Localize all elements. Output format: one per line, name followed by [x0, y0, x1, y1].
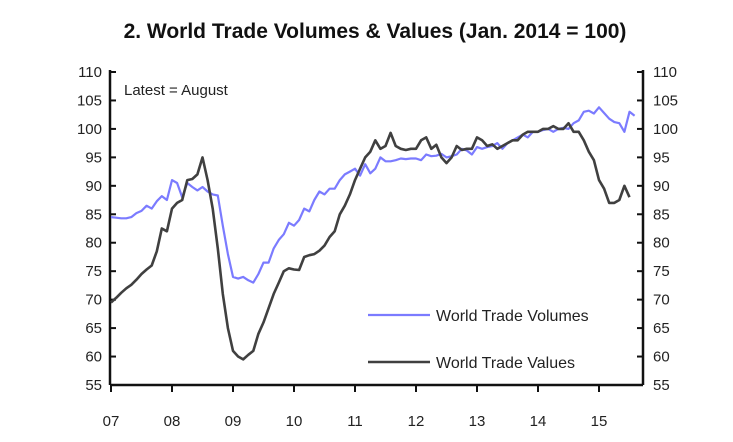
x-tick-label: 09 — [225, 413, 242, 430]
x-tick-label: 07 — [103, 413, 120, 430]
axes: 55 60 65 70 75 80 85 90 95 100 105 110 55 60 65 70 75 80 8… — [77, 64, 678, 430]
left-y-tick-label: 70 — [85, 292, 102, 309]
left-y-tick-label: 80 — [85, 235, 102, 252]
right-y-tick-label: 65 — [653, 320, 670, 337]
left-y-tick-label: 100 — [77, 121, 102, 138]
chart-title: 2. World Trade Volumes & Values (Jan. 20… — [124, 20, 627, 43]
x-tick-label: 12 — [408, 413, 425, 430]
series-line-values — [110, 121, 631, 361]
right-y-tick-label: 55 — [653, 377, 670, 394]
right-y-tick-label: 110 — [653, 64, 677, 81]
series-line-volumes — [110, 106, 636, 284]
right-y-tick-label: 70 — [653, 292, 670, 309]
left-y-tick-label: 85 — [85, 206, 102, 223]
legend: World Trade Volumes World Trade Values — [368, 308, 589, 372]
right-y-tick-label: 75 — [653, 263, 670, 280]
right-y-tick-label: 95 — [653, 149, 670, 166]
left-y-tick-label: 110 — [78, 64, 102, 81]
x-tick-label: 13 — [469, 413, 486, 430]
legend-label: World Trade Volumes — [436, 308, 589, 325]
left-y-tick-label: 95 — [85, 149, 102, 166]
x-tick-label: 11 — [347, 413, 363, 430]
right-y-tick-label: 105 — [653, 92, 678, 109]
series-lines — [110, 106, 636, 361]
x-tick-label: 10 — [286, 413, 303, 430]
left-y-tick-label: 55 — [85, 377, 102, 394]
left-y-tick-label: 75 — [85, 263, 102, 280]
left-y-tick-label: 105 — [77, 92, 102, 109]
right-y-tick-label: 60 — [653, 349, 670, 366]
x-tick-label: 15 — [591, 413, 608, 430]
latest-annotation: Latest = August — [124, 82, 229, 99]
left-y-tick-label: 60 — [85, 349, 102, 366]
x-tick-label: 14 — [530, 413, 547, 430]
right-y-tick-label: 85 — [653, 206, 670, 223]
left-y-tick-label: 90 — [85, 178, 102, 195]
right-y-tick-label: 90 — [653, 178, 670, 195]
x-tick-label: 08 — [164, 413, 181, 430]
right-y-tick-label: 80 — [653, 235, 670, 252]
legend-label: World Trade Values — [436, 355, 575, 372]
left-y-tick-label: 65 — [85, 320, 102, 337]
right-y-tick-label: 100 — [653, 121, 678, 138]
